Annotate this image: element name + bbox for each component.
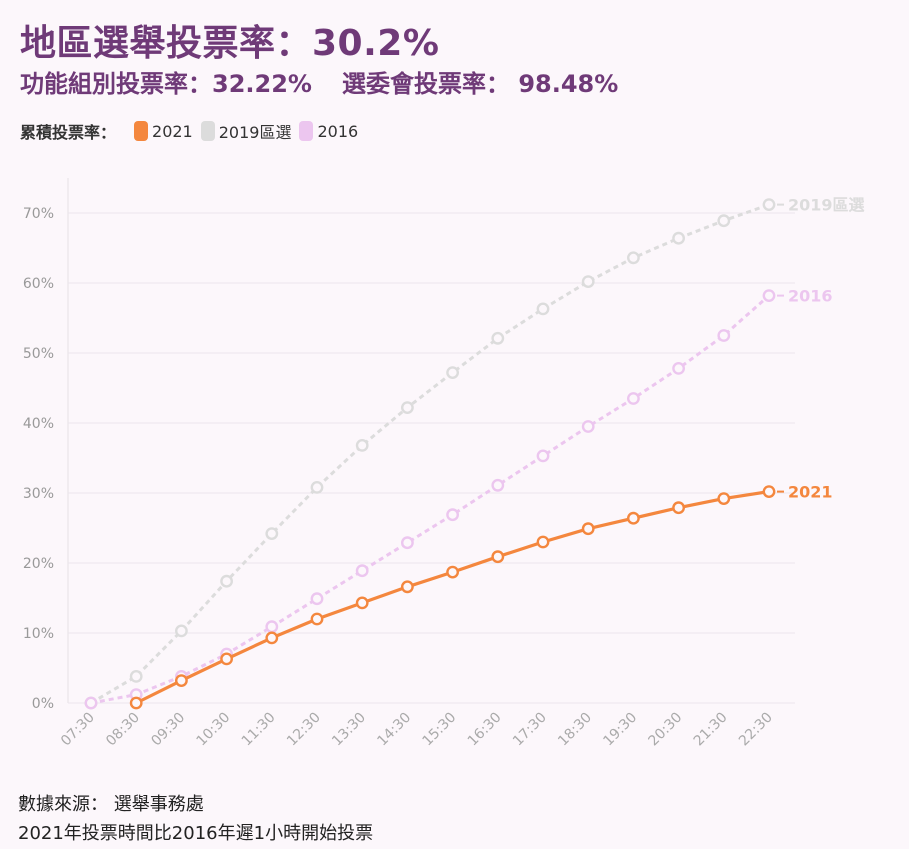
- legend-label-2016: 2016: [317, 121, 359, 141]
- data-point-2019區選: [717, 214, 731, 228]
- legend-item-2019[interactable]: 2019區選: [200, 119, 292, 143]
- y-tick-label: 40%: [23, 416, 54, 432]
- data-point-2021: [491, 550, 505, 564]
- data-point-2016: [627, 392, 640, 405]
- data-point-2021: [627, 511, 640, 525]
- data-point-2021: [265, 631, 279, 645]
- data-point-2021: [174, 674, 188, 687]
- x-tick-label: 19:30: [600, 710, 640, 750]
- y-tick-label: 30%: [23, 486, 54, 502]
- x-tick-label: 10:30: [194, 710, 234, 750]
- series-line-2019區選: [90, 203, 770, 705]
- legend-swatch-2016: [299, 121, 314, 141]
- data-point-2019區選: [174, 624, 188, 638]
- data-point-2021: [717, 492, 731, 505]
- legend-item-2016[interactable]: 2016: [299, 121, 358, 141]
- data-point-2016: [536, 449, 550, 463]
- data-point-2019區選: [355, 438, 369, 452]
- data-point-2016: [446, 508, 459, 522]
- data-point-2016: [581, 420, 595, 433]
- y-tick-label: 10%: [23, 626, 54, 642]
- y-tick-label: 0%: [32, 696, 54, 712]
- committee-turnout: 選委會投票率： 98.48%: [341, 70, 619, 98]
- legend-title: 累積投票率：: [20, 123, 117, 142]
- x-tick-label: 12:30: [284, 710, 324, 750]
- chart-legend: 累積投票率： 2021 2019區選 2016: [20, 119, 366, 143]
- legend-swatch-2019: [200, 121, 215, 141]
- data-point-2019區選: [129, 670, 143, 683]
- data-point-2019區選: [220, 574, 234, 588]
- series-end-label: 2021: [788, 483, 833, 502]
- x-tick-label: 14:30: [374, 710, 414, 750]
- legend-label-2019: 2019區選: [218, 123, 292, 142]
- x-tick-label: 16:30: [465, 710, 505, 750]
- y-tick-label: 70%: [23, 206, 54, 222]
- x-tick-label: 09:30: [148, 710, 188, 750]
- y-tick-label: 20%: [23, 556, 54, 572]
- data-source: 數據來源： 選舉事務處: [18, 794, 204, 815]
- x-tick-label: 08:30: [103, 710, 143, 750]
- data-point-2019區選: [310, 480, 324, 494]
- legend-swatch-2021: [134, 121, 149, 141]
- series-line-2021: [135, 490, 770, 705]
- data-point-2016: [717, 329, 731, 342]
- data-point-2019區選: [446, 366, 459, 379]
- legend-item-2021[interactable]: 2021: [134, 121, 193, 141]
- data-point-2016: [265, 620, 279, 634]
- data-point-2019區選: [400, 401, 414, 414]
- functional-turnout: 功能組別投票率：32.22%: [20, 70, 312, 98]
- x-tick-label: 15:30: [420, 710, 460, 750]
- x-tick-label: 18:30: [555, 710, 595, 750]
- y-tick-label: 60%: [23, 276, 54, 292]
- data-point-2019區選: [581, 275, 595, 288]
- data-point-2016: [491, 478, 505, 492]
- data-point-2019區選: [672, 231, 685, 245]
- x-tick-label: 13:30: [329, 710, 369, 750]
- data-point-2016: [400, 536, 414, 550]
- data-point-2019區選: [627, 251, 640, 265]
- data-point-2021: [581, 522, 595, 536]
- data-point-2016: [762, 289, 776, 302]
- x-tick-label: 07:30: [58, 710, 98, 750]
- y-tick-label: 50%: [23, 346, 54, 362]
- footnote: 2021年投票時間比2016年遲1小時開始投票: [18, 823, 374, 844]
- x-tick-label: 20:30: [646, 710, 686, 750]
- data-point-2016: [310, 592, 324, 606]
- data-point-2021: [400, 580, 414, 594]
- data-point-2021: [129, 696, 143, 710]
- data-point-2021: [536, 535, 550, 549]
- data-point-2021: [220, 652, 234, 666]
- x-tick-label: 21:30: [691, 710, 731, 750]
- page-subtitle: 功能組別投票率：32.22% 選委會投票率： 98.48%: [20, 64, 618, 99]
- series-end-label: 2019區選: [788, 196, 865, 215]
- series-end-label: 2016: [788, 287, 833, 306]
- x-tick-label: 11:30: [239, 710, 279, 750]
- data-point-2016: [672, 361, 685, 375]
- data-point-2019區選: [536, 302, 550, 316]
- x-tick-label: 22:30: [736, 710, 776, 750]
- x-tick-label: 17:30: [510, 710, 550, 750]
- data-point-2019區選: [265, 527, 279, 540]
- data-point-2021: [355, 596, 369, 610]
- data-point-2019區選: [762, 198, 776, 212]
- data-point-2021: [762, 485, 776, 498]
- data-point-2016: [84, 696, 98, 710]
- page-title: 地區選舉投票率：30.2%: [20, 23, 440, 64]
- legend-label-2021: 2021: [152, 121, 193, 141]
- data-point-2021: [672, 501, 685, 515]
- data-point-2021: [446, 565, 459, 579]
- data-point-2016: [355, 564, 369, 578]
- data-point-2021: [310, 612, 324, 626]
- data-point-2019區選: [491, 331, 505, 345]
- series-line-2016: [90, 294, 770, 705]
